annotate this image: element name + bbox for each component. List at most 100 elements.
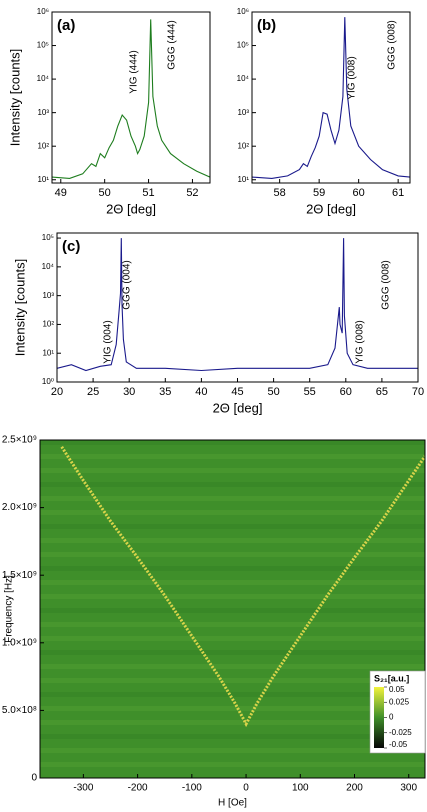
y-axis-label: Intensity [counts] xyxy=(12,259,27,357)
peak-annotation: GGG (008) xyxy=(381,260,392,309)
y-tick-label: 10⁴ xyxy=(237,74,250,83)
heatmap-stripe xyxy=(40,524,425,529)
heatmap-stripe xyxy=(40,440,425,445)
heatmap-background xyxy=(40,440,425,778)
y-tick-label: 10⁵ xyxy=(237,41,249,50)
x-tick-label: 0 xyxy=(243,783,249,794)
x-tick-label: 70 xyxy=(412,386,424,398)
heatmap-stripe xyxy=(40,678,425,683)
y-tick-label: 10² xyxy=(42,320,54,329)
x-tick-label: 50 xyxy=(267,386,279,398)
colorbar-tick-label: -0.025 xyxy=(389,728,412,737)
heatmap-stripe xyxy=(40,650,425,655)
heatmap-stripe xyxy=(40,566,425,571)
y-tick-label: 10³ xyxy=(237,108,249,117)
y-tick-label: 10⁵ xyxy=(42,233,54,242)
x-tick-label: 20 xyxy=(51,386,63,398)
y-tick-label: 10¹ xyxy=(237,175,249,184)
panel-label: (a) xyxy=(57,17,75,34)
spectrum-line xyxy=(252,17,410,179)
plot-frame xyxy=(51,11,211,184)
colorbar-tick-label: -0.05 xyxy=(389,740,408,749)
y-tick-label: 10¹ xyxy=(42,348,54,357)
x-tick-label: -100 xyxy=(182,783,202,794)
x-tick-label: 65 xyxy=(376,386,388,398)
x-tick-label: 51 xyxy=(142,187,154,199)
x-tick-label: -200 xyxy=(128,783,148,794)
heatmap-stripe xyxy=(40,636,425,641)
heatmap-stripe xyxy=(40,580,425,585)
y-axis-label: Frequency [Hz] xyxy=(4,575,15,643)
x-tick-label: 40 xyxy=(195,386,207,398)
plot-frame xyxy=(251,11,411,184)
panel-label: (b) xyxy=(257,17,276,34)
y-axis-label: Intensity [counts] xyxy=(7,49,22,147)
y-tick-label: 10⁴ xyxy=(42,262,55,271)
x-axis-label: 2Θ [deg] xyxy=(306,201,356,216)
y-tick-label: 10⁵ xyxy=(37,41,49,50)
y-tick-label: 10⁴ xyxy=(37,74,50,83)
y-tick-label: 10² xyxy=(237,141,249,150)
heatmap-stripe xyxy=(40,664,425,669)
spectrum-line xyxy=(57,238,418,372)
heatmap-stripe xyxy=(40,622,425,627)
x-tick-label: 49 xyxy=(55,187,67,199)
y-tick-label: 0 xyxy=(31,773,37,784)
y-tick-label: 10³ xyxy=(42,291,54,300)
y-tick-label: 10⁶ xyxy=(37,7,49,16)
heatmap-stripe xyxy=(40,748,425,753)
peak-annotation: GGG (444) xyxy=(167,20,178,69)
heatmap-stripe xyxy=(40,454,425,459)
colorbar-title: S₂₁[a.u.] xyxy=(374,673,409,683)
x-tick-label: 60 xyxy=(340,386,352,398)
heatmap-stripe xyxy=(40,762,425,767)
resonance-line xyxy=(60,445,425,728)
heatmap-stripe xyxy=(40,692,425,697)
colorbar-tick-label: 0.025 xyxy=(389,697,410,706)
peak-annotation: YIG (004) xyxy=(103,320,114,363)
x-axis-label: H [Oe] xyxy=(218,798,247,809)
heatmap-stripe xyxy=(40,608,425,613)
heatmap-stripe xyxy=(40,734,425,739)
peak-annotation: YIG (444) xyxy=(129,50,140,93)
heatmap-stripe xyxy=(40,706,425,711)
x-tick-label: 30 xyxy=(123,386,135,398)
colorbar-tick-label: 0 xyxy=(389,713,394,722)
x-tick-label: 58 xyxy=(274,187,286,199)
colorbar xyxy=(374,687,384,748)
x-tick-label: 55 xyxy=(304,386,316,398)
panel-label: (c) xyxy=(62,238,80,255)
y-tick-label: 2.0×10⁹ xyxy=(2,502,37,513)
heatmap-stripe xyxy=(40,468,425,473)
y-tick-label: 5.0×10⁸ xyxy=(2,705,37,716)
x-tick-label: 60 xyxy=(353,187,365,199)
y-tick-label: 1.0×10⁹ xyxy=(2,637,37,648)
y-tick-label: 10⁰ xyxy=(42,377,54,386)
y-tick-label: 10⁶ xyxy=(237,7,249,16)
x-tick-label: -300 xyxy=(73,783,93,794)
x-tick-label: 100 xyxy=(292,783,309,794)
heatmap-stripe xyxy=(40,510,425,515)
heatmap-stripe xyxy=(40,552,425,557)
colorbar-tick-label: 0.05 xyxy=(389,685,405,694)
x-tick-label: 25 xyxy=(87,386,99,398)
peak-annotation: YIG (008) xyxy=(355,320,366,363)
x-axis-label: 2Θ [deg] xyxy=(106,201,156,216)
heatmap-stripe xyxy=(40,538,425,543)
spectrum-line xyxy=(52,19,210,179)
x-tick-label: 61 xyxy=(392,187,404,199)
x-tick-label: 52 xyxy=(186,187,198,199)
plot-frame xyxy=(39,439,426,779)
y-tick-label: 10² xyxy=(37,141,49,150)
x-tick-label: 200 xyxy=(346,783,363,794)
heatmap-stripe xyxy=(40,720,425,725)
x-axis-label: 2Θ [deg] xyxy=(213,400,263,415)
x-tick-label: 300 xyxy=(400,783,417,794)
x-tick-label: 35 xyxy=(159,386,171,398)
peak-annotation: GGG (008) xyxy=(387,20,398,69)
x-tick-label: 59 xyxy=(313,187,325,199)
x-tick-label: 45 xyxy=(231,386,243,398)
heatmap-stripe xyxy=(40,594,425,599)
peak-annotation: GGG (004) xyxy=(122,260,133,309)
